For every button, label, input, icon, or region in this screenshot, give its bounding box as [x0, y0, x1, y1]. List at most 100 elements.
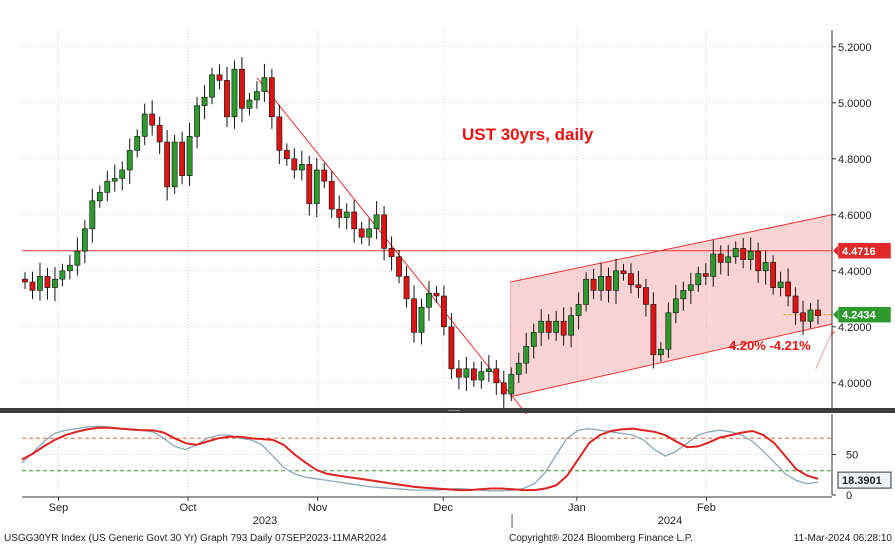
candle-up: [66, 264, 73, 272]
x-month-label: Oct: [179, 502, 196, 514]
candle-down: [239, 68, 245, 109]
candle-down: [500, 382, 507, 395]
footer-source: USGG30YR Index (US Generic Govt 30 Yr) G…: [4, 533, 387, 544]
main-gridlines: [22, 30, 832, 408]
candle-up: [463, 368, 470, 378]
candle-up: [665, 312, 672, 350]
candle-up: [747, 250, 754, 260]
candle-up: [254, 91, 260, 101]
candle-up: [261, 77, 268, 92]
candle-up: [201, 96, 208, 106]
oscillator-panel: [21, 414, 832, 495]
resistance-badge: 4.4716: [833, 242, 892, 260]
chart-title: UST 30yrs, daily: [462, 125, 594, 144]
x-month-label: Nov: [308, 502, 328, 514]
x-year-label: 2024: [658, 515, 682, 527]
y-tick-label: 4.2000: [838, 322, 872, 334]
candle-up: [553, 320, 560, 333]
oscillator-value-text: 18.3901: [842, 475, 882, 487]
candle-up: [231, 68, 238, 118]
candle-down: [456, 368, 462, 378]
resistance-badge-text: 4.4716: [842, 246, 876, 258]
support-arrow-shaft: [815, 332, 833, 370]
y-tick-label: 4.4000: [838, 266, 872, 278]
candle-up: [762, 262, 769, 272]
candle-up: [695, 273, 702, 286]
candle-up: [141, 113, 148, 137]
candle-up: [81, 228, 88, 252]
candle-up: [343, 211, 350, 218]
channel-upper-line: [510, 214, 833, 283]
x-month-label: Feb: [697, 502, 716, 514]
y-tick-label: 5.0000: [838, 98, 872, 110]
candle-up: [246, 99, 253, 109]
candle-up: [807, 309, 814, 322]
candle-down: [156, 124, 163, 143]
candle-up: [672, 298, 679, 314]
candle-up: [104, 180, 111, 193]
candle-up: [418, 306, 425, 333]
candle-down: [306, 164, 313, 204]
candle-down: [351, 211, 358, 230]
candle-down: [717, 253, 724, 263]
current-value-badge: 4.2434: [833, 306, 892, 323]
candle-up: [485, 368, 492, 372]
candle-down: [433, 292, 440, 297]
candle-up: [508, 374, 515, 395]
osc-y-tick-label: 50: [846, 450, 858, 462]
downtrend-line-segment: [256, 77, 570, 468]
candle-down: [441, 295, 447, 328]
oscillator-y-axis: 0 50 18.3901: [831, 414, 892, 502]
candle-up: [74, 250, 81, 266]
candle-up: [583, 278, 589, 305]
candle-down: [321, 169, 328, 182]
candle-down: [792, 295, 799, 314]
separator-bar: [0, 408, 832, 413]
candle-down: [381, 214, 387, 249]
candle-down: [545, 320, 552, 333]
footer: USGG30YR Index (US Generic Govt 30 Yr) G…: [4, 533, 892, 544]
candle-down: [560, 320, 567, 336]
y-tick-label: 4.6000: [838, 210, 872, 222]
candle-down: [403, 276, 410, 300]
trend-channel: [510, 214, 833, 398]
candle-down: [635, 284, 642, 288]
current-value-badge-pointer: [833, 309, 838, 320]
candle-up: [59, 270, 66, 280]
panel-separator[interactable]: 3.7000: [0, 404, 895, 416]
candle-down: [493, 368, 500, 384]
oscillator-value-badge: 18.3901: [837, 471, 892, 489]
candle-down: [358, 228, 365, 238]
candle-down: [396, 256, 402, 277]
footer-timestamp: 11-Mar-2024 06:28:10: [794, 533, 893, 544]
candle-up: [298, 164, 305, 171]
main-panel: UST 30yrs, daily 4.20% -4.21%: [22, 30, 836, 468]
candle-down: [620, 270, 627, 274]
candle-up: [52, 278, 58, 288]
candle-down: [755, 250, 762, 272]
x-month-label: Jan: [568, 502, 586, 514]
candle-up: [366, 228, 373, 238]
candle-up: [538, 320, 545, 333]
candle-up: [657, 348, 664, 356]
candle-down: [283, 150, 290, 160]
candle-up: [119, 169, 126, 179]
candle-down: [770, 262, 777, 288]
candlestick-series: [22, 57, 821, 408]
candle-up: [777, 281, 784, 288]
candle-down: [268, 77, 275, 118]
candle-up: [96, 192, 103, 202]
support-annotation-text: 4.20% -4.21%: [729, 338, 811, 353]
candle-up: [598, 276, 604, 291]
osc-y-tick-label: 0: [846, 490, 852, 502]
candle-up: [126, 150, 133, 171]
candle-down: [216, 74, 223, 81]
candle-down: [448, 326, 455, 370]
candle-up: [194, 105, 200, 137]
candle-up: [426, 292, 432, 308]
candle-up: [523, 346, 530, 364]
candle-up: [575, 304, 582, 316]
candle-down: [605, 276, 612, 291]
oscillator-series-line: [21, 426, 819, 492]
